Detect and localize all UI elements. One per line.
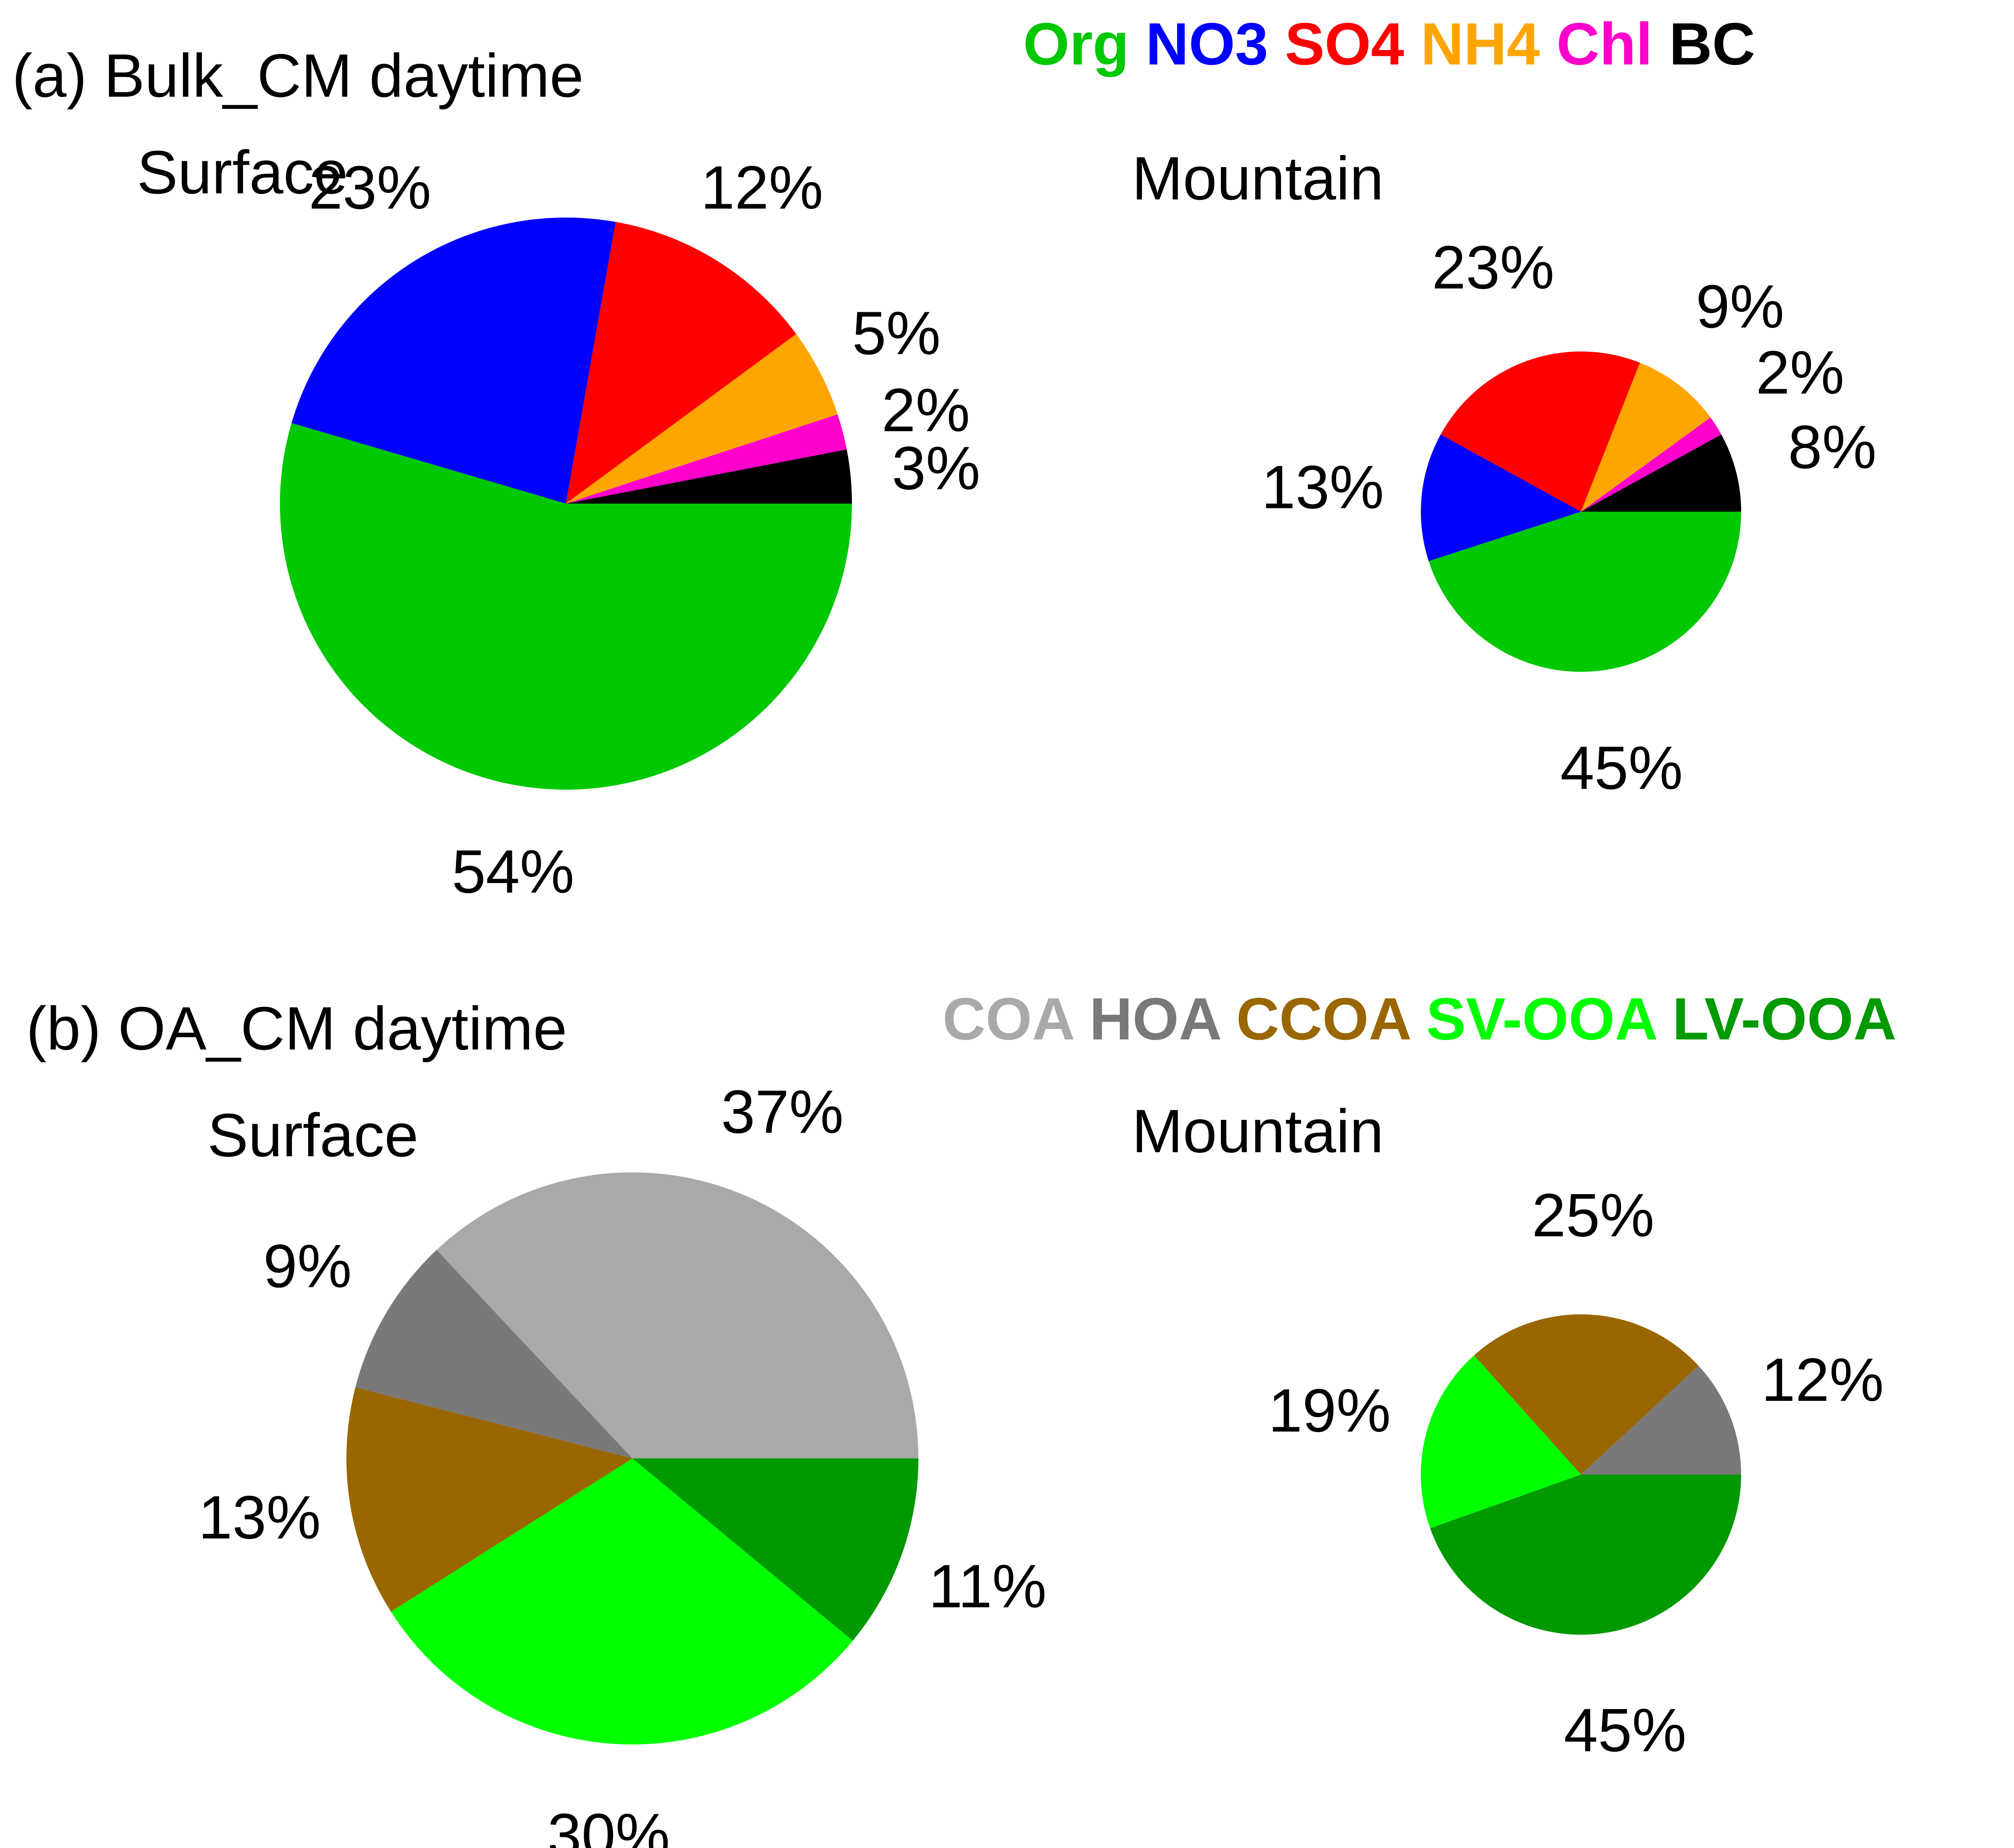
pie-a-surface: 54% 23% 12% 5% 2%3% xyxy=(280,153,980,906)
pie-a-mountain-label-no3: 13% xyxy=(1262,453,1384,521)
pie-b-mountain-slice-hoa xyxy=(1581,1365,1741,1475)
pie-b-surface: 11% 30% 13% 9% 37% xyxy=(198,1078,1046,1848)
pie-a-mountain-slice-so4 xyxy=(1440,351,1640,512)
pie-a-mountain-label-bc: 8% xyxy=(1788,413,1877,481)
pie-b-surface-label-sv-ooa: 30% xyxy=(547,1801,670,1848)
pie-a-mountain-label-so4: 23% xyxy=(1432,233,1554,302)
pie-b-surface-label-hoa: 9% xyxy=(263,1232,352,1300)
pie-a-surface-label-nh4: 5% xyxy=(852,299,941,367)
pie-b-mountain: 45% 19% 25% 12% xyxy=(1268,1181,1884,1765)
pie-a-mountain-label-nh4: 9% xyxy=(1696,272,1784,341)
pie-a-surface-title: Surface xyxy=(137,138,348,207)
pie-b-mountain-slice-lv-ooa xyxy=(1430,1475,1741,1635)
legend-no3: NO3 xyxy=(1146,11,1268,77)
legend-org: Org xyxy=(1023,11,1129,77)
pie-a-surface-slice-bc xyxy=(566,449,852,504)
pie-b-surface-label-ccoa: 13% xyxy=(198,1483,321,1552)
pie-b-surface-slice-coa xyxy=(436,1172,918,1458)
pie-b-mountain-title: Mountain xyxy=(1132,1097,1384,1166)
pie-a-surface-label-so4: 12% xyxy=(701,153,823,222)
legend-coa: COA xyxy=(943,986,1073,1052)
legend-lv-ooa: LV-OOA xyxy=(1672,986,1896,1052)
panel-a-title: (a) Bulk_CM daytime xyxy=(12,41,584,110)
pie-a-surface-slice-no3 xyxy=(291,218,616,504)
panel-b-title: (b) OA_CM daytime xyxy=(26,994,567,1063)
pie-a-surface-slice-chl xyxy=(566,414,847,504)
legend-hoa: HOA xyxy=(1090,986,1220,1052)
panel-a-legend: Org NO3 SO4 NH4 Chl BC xyxy=(1023,11,1755,77)
pie-a-surface-label-chl: 2% xyxy=(882,376,970,444)
pie-b-surface-label-lv-ooa: 11% xyxy=(928,1552,1046,1620)
pie-b-surface-slice-ccoa xyxy=(346,1387,632,1612)
pie-b-surface-label-coa: 37% xyxy=(721,1078,843,1146)
pie-b-surface-slice-hoa xyxy=(355,1250,632,1458)
pie-a-mountain-label-chl: 2% xyxy=(1756,338,1844,407)
pie-b-surface-slice-lv-ooa xyxy=(632,1458,918,1641)
legend-chl: Chl xyxy=(1556,11,1652,77)
panel-b: (b) OA_CM daytime COA HOA CCOA SV-OOA LV… xyxy=(26,986,1896,1848)
pie-a-mountain-slice-chl xyxy=(1581,417,1722,512)
pie-b-mountain-slice-sv-ooa xyxy=(1421,1355,1581,1529)
legend-sv-ooa: SV-OOA xyxy=(1426,986,1656,1052)
pie-a-surface-slice-so4 xyxy=(566,222,796,504)
legend-ccoa: CCOA xyxy=(1236,986,1410,1052)
pie-b-mountain-label-hoa: 12% xyxy=(1761,1346,1884,1414)
pie-a-surface-slice-org xyxy=(280,423,852,790)
legend-so4: SO4 xyxy=(1285,11,1404,77)
pie-a-mountain-label-org: 45% xyxy=(1560,734,1683,802)
pie-a-surface-label-org: 54% xyxy=(452,838,574,906)
pie-b-mountain-label-sv-ooa: 19% xyxy=(1268,1376,1391,1445)
pie-a-surface-label-bc: 3% xyxy=(892,434,980,502)
pie-a-surface-slice-nh4 xyxy=(566,334,838,504)
pie-a-mountain-slice-nh4 xyxy=(1581,363,1711,512)
pie-a-mountain: 45% 13% 23% 9%2%8% xyxy=(1262,233,1877,802)
pie-a-mountain-slice-bc xyxy=(1581,434,1741,512)
panel-a: (a) Bulk_CM daytime Org NO3 SO4 NH4 Chl … xyxy=(12,11,1877,906)
pie-a-mountain-slice-no3 xyxy=(1421,434,1581,561)
pie-b-surface-slice-sv-ooa xyxy=(391,1458,853,1744)
pie-b-mountain-slice-ccoa xyxy=(1474,1314,1699,1475)
pie-a-mountain-title: Mountain xyxy=(1132,144,1384,213)
pie-a-mountain-slice-org xyxy=(1428,512,1741,672)
pie-b-mountain-label-ccoa: 25% xyxy=(1532,1181,1654,1250)
pie-b-mountain-label-lv-ooa: 45% xyxy=(1564,1696,1687,1765)
panel-b-legend: COA HOA CCOA SV-OOA LV-OOA xyxy=(943,986,1896,1052)
pie-b-surface-title: Surface xyxy=(207,1101,419,1170)
legend-nh4: NH4 xyxy=(1421,11,1540,77)
legend-bc: BC xyxy=(1669,11,1755,77)
pie-a-surface-label-no3: 23% xyxy=(309,153,431,222)
